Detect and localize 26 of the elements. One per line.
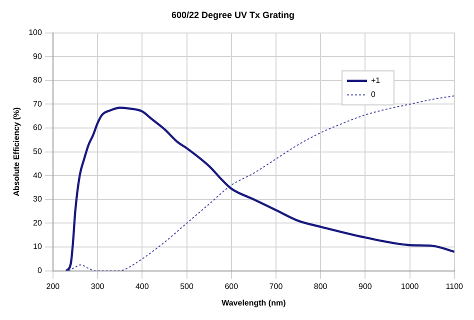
y-tick-label: 90 <box>33 52 42 61</box>
x-tick-label: 900 <box>358 282 372 291</box>
y-tick-label: 60 <box>33 123 42 132</box>
y-tick-label: 80 <box>33 76 42 85</box>
x-tick-label: 500 <box>180 282 194 291</box>
x-tick-label: 300 <box>90 282 105 291</box>
y-tick-label: 20 <box>33 218 42 228</box>
x-tick-label: 600 <box>224 282 239 291</box>
x-tick-label: 1000 <box>400 282 420 291</box>
y-tick-label: 10 <box>33 242 42 252</box>
x-tick-label: 400 <box>135 282 150 291</box>
x-tick-label: 800 <box>314 282 328 291</box>
y-tick-label: 0 <box>37 266 42 276</box>
y-tick-label: 30 <box>33 194 42 204</box>
y-tick-label: 40 <box>33 170 42 180</box>
y-tick-label: 70 <box>33 99 42 108</box>
chart-title: 600/22 Degree UV Tx Grating <box>171 10 295 20</box>
legend-label: +1 <box>370 76 381 86</box>
x-tick-label: 1100 <box>446 282 464 291</box>
x-tick-label: 700 <box>269 282 284 291</box>
y-tick-label: 50 <box>33 147 42 156</box>
x-axis-title: Wavelength (nm) <box>222 298 286 308</box>
legend-label: 0 <box>370 90 376 100</box>
x-tick-label: 200 <box>46 282 60 291</box>
y-tick-label: 100 <box>28 28 42 38</box>
y-axis-title: Absolute Efficiency (%) <box>12 107 22 196</box>
